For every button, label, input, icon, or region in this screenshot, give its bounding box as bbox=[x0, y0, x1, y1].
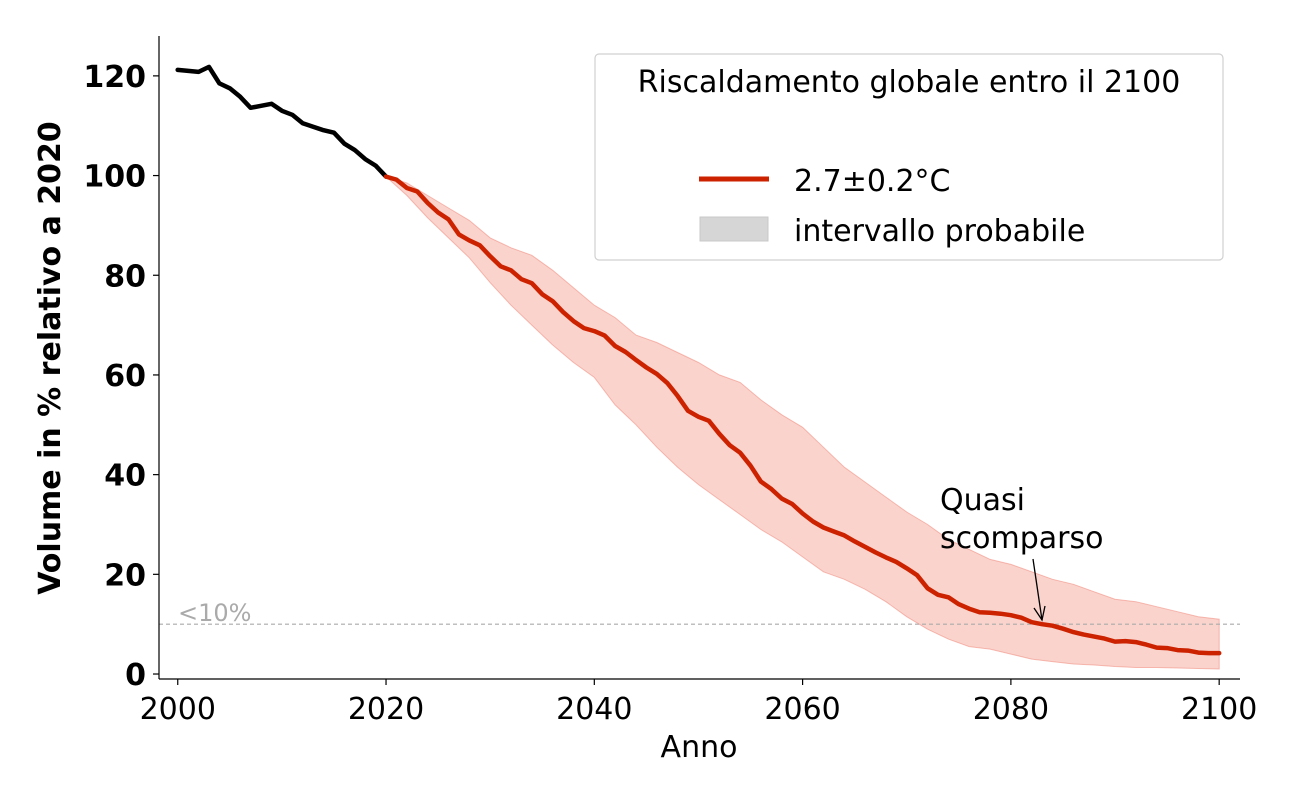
legend: Riscaldamento globale entro il 2100 2.7±… bbox=[594, 53, 1224, 261]
y-tick-label: 40 bbox=[104, 459, 146, 494]
legend-swatch-band bbox=[699, 216, 769, 242]
x-tick-label: 2020 bbox=[348, 692, 424, 727]
historical-series-line bbox=[175, 64, 389, 179]
legend-entry-band: intervallo probabile bbox=[794, 214, 1085, 249]
annotation: Quasi scomparso bbox=[940, 483, 1103, 622]
threshold-label: <10% bbox=[178, 599, 251, 627]
annotation-arrow-shaft bbox=[1032, 558, 1043, 621]
annotation-text-line-1: Quasi bbox=[940, 483, 1025, 518]
annotation-text-line-2: scomparso bbox=[940, 521, 1103, 556]
x-axis-label: Anno bbox=[661, 730, 738, 765]
legend-entry-projection: 2.7±0.2°C bbox=[794, 164, 951, 199]
x-tick-label: 2060 bbox=[764, 692, 840, 727]
x-tick-label: 2040 bbox=[556, 692, 632, 727]
annotation-arrow-head bbox=[1033, 605, 1046, 622]
y-tick-label: 80 bbox=[104, 259, 146, 294]
x-tick-label: 2000 bbox=[140, 692, 216, 727]
x-tick-label: 2080 bbox=[973, 692, 1049, 727]
y-tick-label: 60 bbox=[104, 359, 146, 394]
legend-frame bbox=[594, 53, 1224, 261]
y-axis-label: Volume in % relativo a 2020 bbox=[33, 121, 68, 595]
y-tick-label: 100 bbox=[83, 160, 146, 195]
y-tick-label: 20 bbox=[104, 558, 146, 593]
plot-area bbox=[159, 64, 1240, 670]
y-tick-label: 120 bbox=[83, 60, 146, 95]
likely-range-band bbox=[385, 176, 1220, 670]
y-tick-label: 0 bbox=[125, 658, 146, 693]
legend-title: Riscaldamento globale entro il 2100 bbox=[638, 65, 1181, 100]
x-tick-label: 2100 bbox=[1181, 692, 1257, 727]
projection-series-line bbox=[383, 174, 1222, 656]
axes bbox=[158, 36, 1240, 680]
